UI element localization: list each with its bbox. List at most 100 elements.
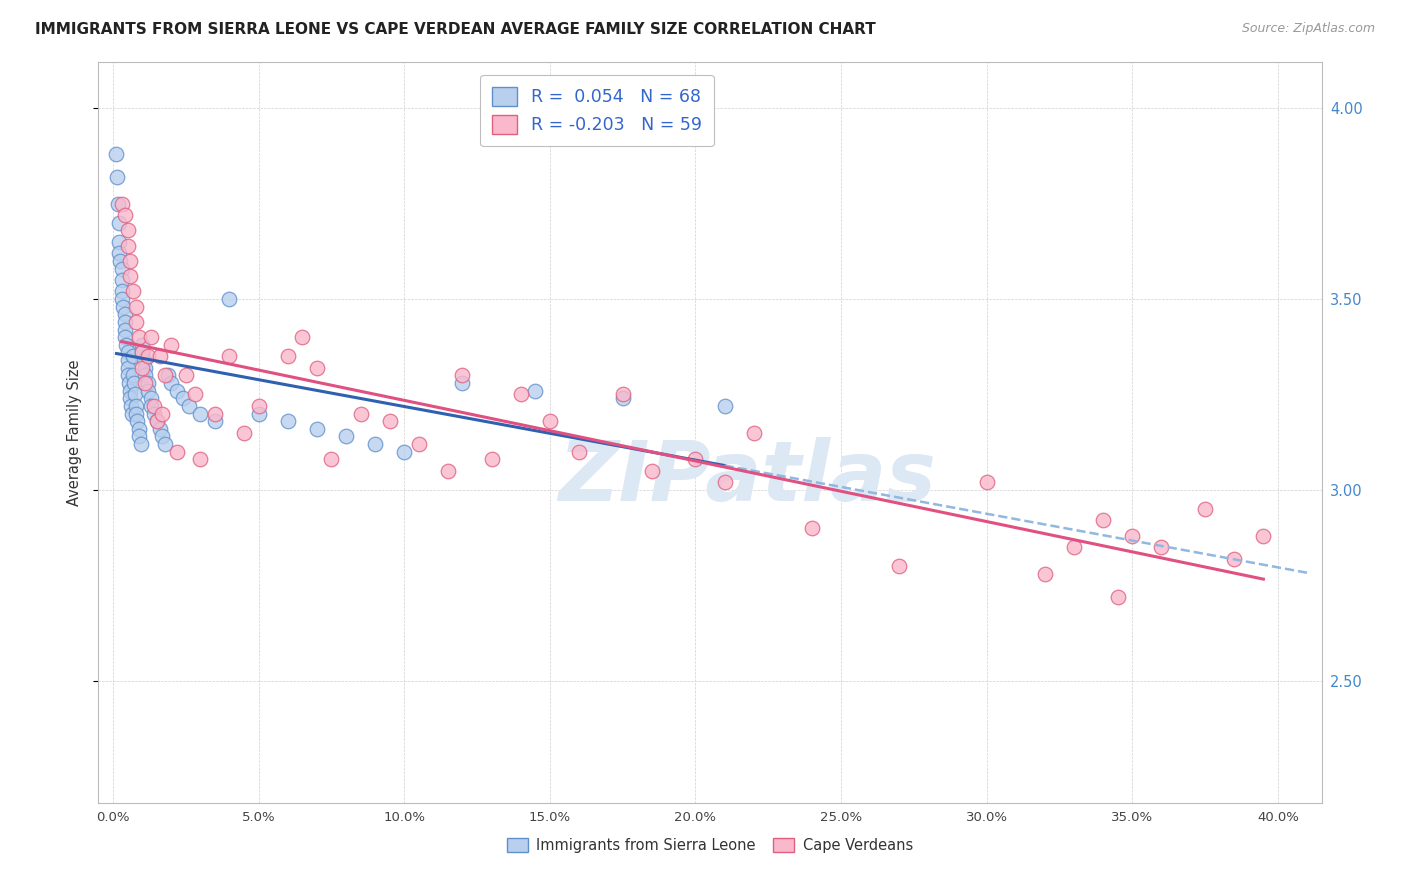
Point	[321, 452, 343, 467]
Point	[139, 330, 162, 344]
Point	[105, 147, 128, 161]
Point	[152, 429, 174, 443]
Point	[685, 452, 707, 467]
Point	[111, 196, 134, 211]
Point	[1150, 540, 1173, 554]
Text: ZIPatlas: ZIPatlas	[558, 436, 935, 517]
Point	[125, 414, 148, 428]
Point	[204, 414, 226, 428]
Point	[114, 330, 136, 344]
Y-axis label: Average Family Size: Average Family Size	[67, 359, 83, 506]
Point	[152, 407, 174, 421]
Point	[713, 399, 735, 413]
Point	[121, 407, 143, 421]
Point	[145, 414, 167, 428]
Point	[291, 330, 314, 344]
Point	[155, 437, 177, 451]
Point	[976, 475, 998, 490]
Point	[742, 425, 765, 440]
Point	[378, 414, 401, 428]
Point	[149, 349, 172, 363]
Point	[142, 399, 165, 413]
Point	[120, 253, 142, 268]
Point	[125, 300, 148, 314]
Point	[218, 292, 240, 306]
Point	[122, 349, 145, 363]
Point	[183, 387, 205, 401]
Point	[612, 387, 634, 401]
Point	[155, 368, 177, 383]
Point	[481, 452, 503, 467]
Text: Source: ZipAtlas.com: Source: ZipAtlas.com	[1241, 22, 1375, 36]
Point	[160, 376, 183, 390]
Point	[568, 444, 591, 458]
Point	[107, 196, 129, 211]
Point	[120, 391, 142, 405]
Point	[1033, 566, 1056, 581]
Point	[118, 376, 141, 390]
Point	[122, 285, 145, 299]
Point	[364, 437, 387, 451]
Point	[111, 273, 134, 287]
Point	[105, 169, 128, 184]
Point	[117, 345, 139, 359]
Point	[122, 376, 145, 390]
Point	[247, 399, 270, 413]
Point	[131, 360, 153, 375]
Point	[134, 360, 156, 375]
Point	[122, 368, 145, 383]
Point	[204, 407, 226, 421]
Point	[437, 464, 460, 478]
Point	[132, 353, 155, 368]
Point	[139, 399, 162, 413]
Point	[160, 338, 183, 352]
Point	[111, 285, 134, 299]
Point	[110, 253, 132, 268]
Point	[305, 422, 328, 436]
Point	[111, 292, 134, 306]
Point	[166, 384, 188, 398]
Point	[117, 238, 139, 252]
Point	[128, 429, 150, 443]
Point	[128, 330, 150, 344]
Point	[117, 223, 139, 237]
Point	[142, 407, 165, 421]
Point	[218, 349, 240, 363]
Point	[1253, 529, 1275, 543]
Point	[131, 345, 153, 359]
Point	[114, 307, 136, 321]
Point	[125, 407, 148, 421]
Point	[129, 437, 152, 451]
Point	[139, 391, 162, 405]
Point	[188, 452, 212, 467]
Point	[124, 387, 146, 401]
Point	[538, 414, 561, 428]
Point	[713, 475, 735, 490]
Point	[136, 349, 159, 363]
Point	[641, 464, 664, 478]
Point	[335, 429, 357, 443]
Point	[172, 391, 194, 405]
Point	[117, 353, 139, 368]
Point	[174, 368, 197, 383]
Point	[136, 384, 159, 398]
Point	[125, 315, 148, 329]
Point	[111, 261, 134, 276]
Point	[408, 437, 430, 451]
Point	[117, 368, 139, 383]
Point	[112, 300, 135, 314]
Point	[889, 559, 911, 574]
Point	[108, 246, 131, 260]
Legend: Immigrants from Sierra Leone, Cape Verdeans: Immigrants from Sierra Leone, Cape Verde…	[502, 831, 918, 858]
Point	[1092, 513, 1115, 527]
Point	[166, 444, 188, 458]
Point	[145, 414, 167, 428]
Point	[108, 216, 131, 230]
Point	[125, 399, 148, 413]
Point	[114, 315, 136, 329]
Point	[177, 399, 200, 413]
Point	[612, 391, 634, 405]
Point	[157, 368, 180, 383]
Point	[108, 235, 131, 249]
Point	[247, 407, 270, 421]
